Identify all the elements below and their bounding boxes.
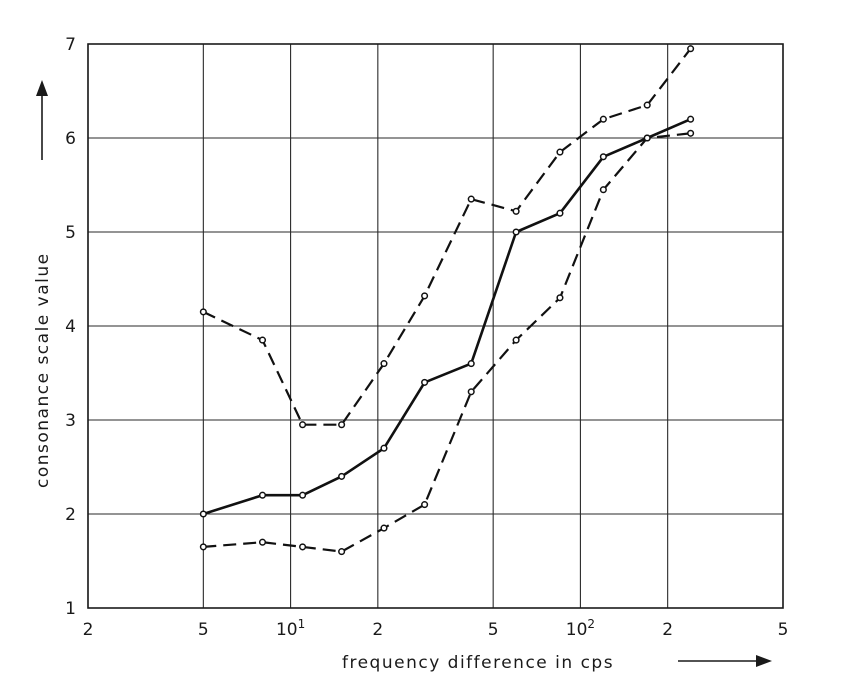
data-point	[643, 101, 651, 109]
data-point	[467, 360, 475, 368]
y-tick-label: 2	[65, 505, 76, 525]
data-point	[556, 148, 564, 156]
data-point	[380, 360, 388, 368]
data-point	[299, 543, 307, 551]
data-point	[599, 186, 607, 194]
x-tick-label: 5	[778, 620, 789, 640]
series-layer	[199, 45, 695, 556]
y-tick-label: 7	[65, 35, 76, 55]
data-point	[199, 308, 207, 316]
data-point	[380, 524, 388, 532]
x-tick-label: 5	[198, 620, 209, 640]
data-point	[199, 543, 207, 551]
data-point	[512, 207, 520, 215]
x-tick-label: 2	[662, 620, 673, 640]
grid	[87, 43, 784, 609]
plot-frame	[87, 43, 784, 609]
x-tick-label: 2	[372, 620, 383, 640]
x-axis-arrowhead	[756, 655, 772, 667]
series-line-3	[203, 132, 691, 553]
y-tick-label: 4	[65, 317, 76, 337]
x-tick-label: 101	[276, 617, 305, 640]
data-point	[687, 115, 695, 123]
data-point	[556, 209, 564, 217]
y-tick-label: 5	[65, 223, 76, 243]
x-tick-label: 5	[488, 620, 499, 640]
data-point	[338, 548, 346, 556]
y-tick-label: 3	[65, 411, 76, 431]
data-point	[299, 421, 307, 429]
data-point	[467, 195, 475, 203]
y-tick-label: 1	[65, 599, 76, 619]
data-point	[599, 115, 607, 123]
data-point	[687, 45, 695, 53]
data-point	[258, 538, 267, 546]
x-axis-title: frequency difference in cps	[342, 653, 614, 673]
data-point	[556, 294, 564, 302]
x-tick-label: 102	[566, 617, 595, 640]
data-point	[380, 444, 388, 452]
x-tick-label: 2	[83, 620, 94, 640]
data-point	[643, 134, 651, 142]
data-point	[199, 510, 207, 518]
data-point	[599, 153, 607, 161]
data-point	[512, 228, 520, 236]
data-point	[687, 129, 695, 137]
data-point	[421, 292, 429, 300]
series-line-2	[202, 118, 692, 516]
y-axis-title: consonance scale value	[33, 252, 53, 488]
data-point	[299, 491, 307, 499]
data-point	[258, 491, 267, 499]
data-point	[467, 388, 475, 396]
y-tick-labels: 1 2 3 4 5 6 7	[65, 35, 76, 619]
series-line-1	[202, 48, 692, 426]
data-point	[421, 378, 429, 386]
data-point	[338, 421, 346, 429]
x-tick-labels: 2 5 101 2 5 102 2 5	[83, 617, 789, 640]
y-tick-label: 6	[65, 129, 76, 149]
data-point	[258, 336, 267, 344]
data-point	[338, 472, 346, 480]
y-axis-arrowhead	[36, 80, 48, 96]
data-point	[421, 501, 429, 509]
data-point	[512, 336, 520, 344]
